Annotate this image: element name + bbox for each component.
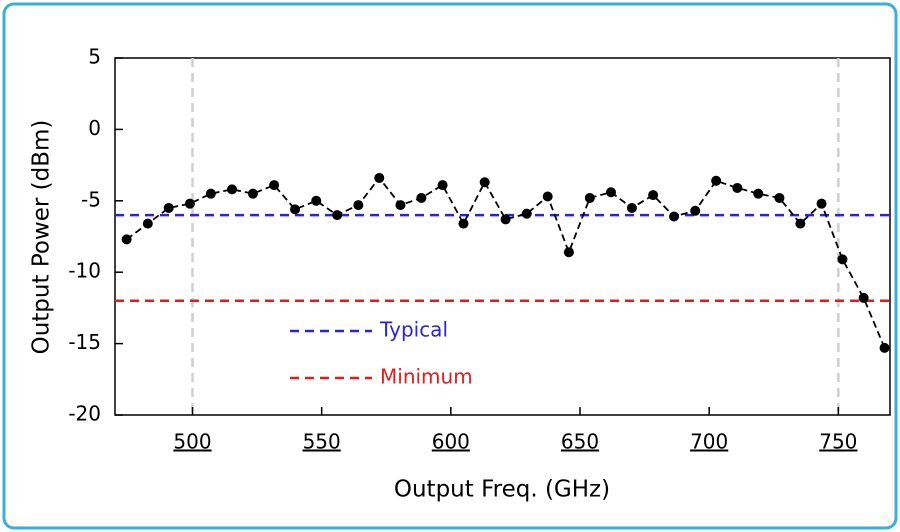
y-tick-label: -20 — [68, 402, 101, 426]
data-point — [311, 195, 322, 206]
x-tick-label: 700 — [690, 430, 728, 454]
data-point — [606, 187, 616, 198]
data-point — [374, 172, 385, 183]
data-point — [774, 192, 785, 203]
data-point — [732, 182, 743, 193]
data-point — [584, 192, 595, 203]
data-point — [142, 218, 153, 229]
data-point — [711, 175, 722, 186]
data-point — [626, 202, 637, 213]
y-tick-label: -15 — [68, 330, 101, 354]
data-point — [205, 188, 216, 199]
data-point — [648, 190, 659, 201]
x-tick-label: 500 — [173, 430, 211, 454]
data-point — [795, 218, 806, 229]
x-tick-label: 650 — [561, 430, 599, 454]
data-point — [521, 208, 532, 219]
x-tick-label: 600 — [432, 430, 470, 454]
data-point — [395, 200, 406, 211]
data-point — [416, 192, 427, 203]
data-point — [437, 180, 448, 191]
data-point — [121, 234, 132, 245]
data-point — [879, 342, 890, 353]
data-point — [837, 254, 848, 265]
data-point — [332, 210, 343, 221]
y-axis-title: Output Power (dBm) — [29, 120, 55, 355]
data-point — [184, 198, 195, 209]
data-point — [227, 184, 238, 195]
data-point — [353, 200, 364, 211]
x-tick-label: 750 — [819, 430, 857, 454]
data-point — [542, 191, 553, 202]
data-point — [163, 202, 174, 213]
y-tick-label: -5 — [81, 187, 101, 211]
data-point — [690, 205, 701, 216]
data-point — [816, 198, 827, 209]
data-point — [247, 188, 258, 199]
x-tick-label: 550 — [303, 430, 341, 454]
data-point — [269, 180, 280, 191]
y-tick-label: 5 — [88, 45, 101, 69]
y-tick-label: 0 — [88, 116, 101, 140]
data-point — [669, 211, 680, 222]
data-point — [753, 188, 764, 199]
plot-area — [114, 57, 891, 416]
data-point — [858, 292, 869, 303]
y-tick-label: -10 — [68, 259, 101, 283]
data-point — [500, 214, 511, 225]
x-axis-title: Output Freq. (GHz) — [394, 477, 610, 503]
data-point — [563, 247, 574, 258]
legend-label: Minimum — [380, 365, 473, 389]
data-point — [479, 177, 490, 188]
data-point — [458, 218, 469, 229]
legend-label: Typical — [379, 318, 448, 342]
data-point — [290, 204, 301, 215]
